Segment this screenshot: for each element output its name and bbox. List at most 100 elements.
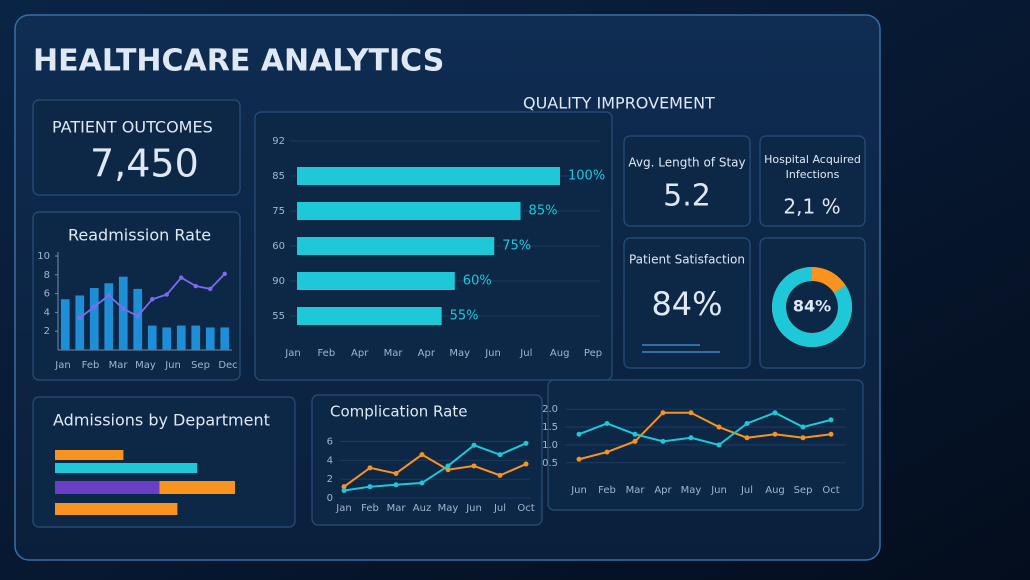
bar-segment xyxy=(55,450,124,460)
y-tick-label: 6 xyxy=(327,436,333,447)
bar xyxy=(133,288,143,350)
y-tick-label: 8 xyxy=(44,270,50,281)
point xyxy=(604,449,610,455)
card xyxy=(623,237,751,369)
point xyxy=(688,435,694,441)
bar xyxy=(104,283,114,350)
bar xyxy=(205,327,215,350)
x-tick-label: Apr xyxy=(654,485,672,496)
y-tick-label: 2 xyxy=(327,474,333,485)
x-tick-label: Jan xyxy=(284,348,300,359)
x-tick-label: Apr xyxy=(351,348,369,359)
point xyxy=(419,452,425,458)
point xyxy=(688,410,694,416)
x-tick-label: Dec xyxy=(218,360,237,371)
bar-segment xyxy=(159,481,235,494)
bar-segment xyxy=(55,463,198,473)
point xyxy=(471,463,477,469)
value-label: 55% xyxy=(450,309,479,324)
point xyxy=(341,484,347,490)
y-tick-label: 6 xyxy=(44,289,50,300)
point xyxy=(660,410,666,416)
point xyxy=(208,286,213,292)
x-tick-label: Jun xyxy=(484,348,501,359)
x-tick-label: May xyxy=(681,485,702,496)
card xyxy=(32,396,296,528)
x-tick-label: Sep xyxy=(794,485,813,496)
x-tick-label: Mar xyxy=(387,503,407,514)
point xyxy=(222,271,227,277)
x-tick-label: May xyxy=(449,348,470,359)
point xyxy=(772,410,778,416)
bar xyxy=(297,307,442,325)
kpi-label: Hospital Acquired Infections xyxy=(764,153,861,181)
x-tick-label: Mar xyxy=(626,485,646,496)
kpi-label: Avg. Length of Stay xyxy=(628,156,745,170)
line-series xyxy=(578,411,832,461)
x-tick-label: Feb xyxy=(361,503,379,514)
kpi-value: 84% xyxy=(651,285,722,323)
x-tick-label: Mar xyxy=(384,348,404,359)
line-series xyxy=(578,411,832,447)
card xyxy=(759,135,866,227)
x-tick-label: Jul xyxy=(519,348,532,359)
point xyxy=(471,442,477,448)
bar xyxy=(297,167,560,185)
subtitle: QUALITY IMPROVEMENT xyxy=(523,94,715,113)
line-series xyxy=(343,442,527,492)
x-tick-label: Jun xyxy=(710,485,727,496)
point xyxy=(393,482,399,488)
point xyxy=(135,313,140,319)
y-tick-label: 0 xyxy=(327,493,333,504)
kpi-label: PATIENT OUTCOMES xyxy=(52,118,213,137)
point xyxy=(341,487,347,493)
donut-arc xyxy=(772,267,852,347)
point xyxy=(77,315,82,321)
x-tick-label: Aug xyxy=(765,485,785,496)
row-label: 55 xyxy=(272,311,285,322)
kpi-value: 2,1 % xyxy=(783,195,840,219)
point xyxy=(367,484,373,490)
kpi-value: 7,450 xyxy=(90,142,199,186)
chart-title: Complication Rate xyxy=(330,403,467,421)
point xyxy=(121,306,126,311)
y-tick-label: 4 xyxy=(327,455,333,466)
value-label: 100% xyxy=(568,169,605,184)
y-tick-label: 1.0 xyxy=(542,440,558,451)
point xyxy=(660,438,666,444)
point xyxy=(604,420,610,426)
x-tick-label: Jan xyxy=(54,360,70,371)
point xyxy=(497,452,503,458)
bar xyxy=(60,299,70,350)
point xyxy=(106,293,111,298)
x-tick-label: Jun xyxy=(465,503,482,514)
bar xyxy=(118,276,128,350)
chart-title: Readmission Rate xyxy=(68,226,211,245)
x-tick-label: Jun xyxy=(570,485,587,496)
point xyxy=(744,420,750,426)
point xyxy=(828,431,834,437)
point xyxy=(445,467,451,473)
title: HEALTHCARE ANALYTICS xyxy=(33,44,444,79)
point xyxy=(497,472,503,478)
kpi-value: 5.2 xyxy=(663,179,711,214)
point xyxy=(179,275,184,280)
point xyxy=(800,435,806,441)
point xyxy=(716,424,722,430)
x-tick-label: May xyxy=(135,360,156,371)
point xyxy=(576,456,582,462)
point xyxy=(92,304,97,309)
point xyxy=(744,435,750,441)
point xyxy=(150,297,155,302)
bar xyxy=(297,202,521,220)
x-tick-label: Sep xyxy=(191,360,210,371)
row-label: 90 xyxy=(272,276,285,287)
point xyxy=(828,417,834,423)
x-tick-label: May xyxy=(438,503,459,514)
value-label: 85% xyxy=(529,204,558,219)
bar xyxy=(297,272,455,290)
point xyxy=(716,442,722,448)
point xyxy=(393,470,399,476)
bar xyxy=(191,325,201,350)
bar xyxy=(162,327,172,350)
